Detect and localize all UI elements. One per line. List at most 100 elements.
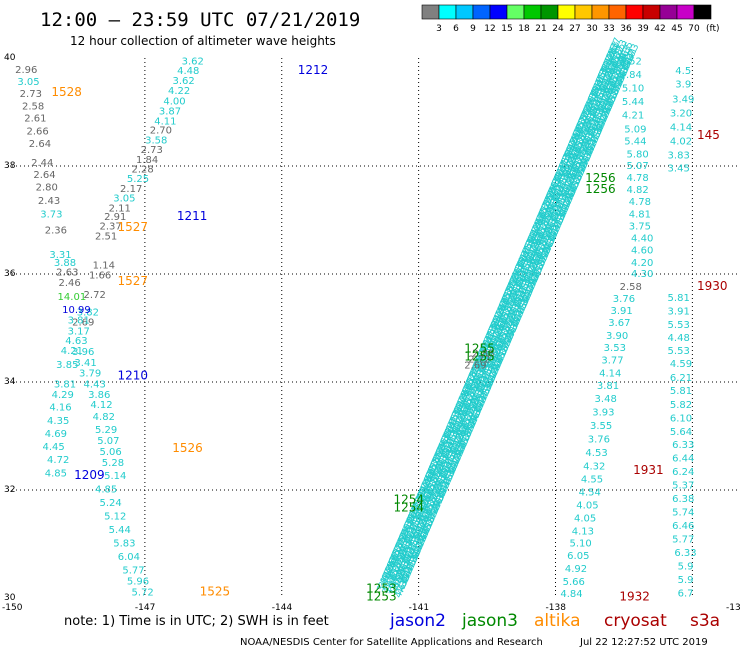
swh-value: 3.81 [54, 379, 76, 390]
swh-value: 5.24 [100, 498, 122, 509]
swh-value: 3.77 [601, 356, 623, 367]
swh-value: 3.67 [608, 318, 630, 329]
swh-value: 4.85 [95, 485, 117, 496]
swh-value: 4.14 [599, 369, 621, 380]
track-time-label: 1527 [118, 274, 149, 288]
lat-tick-label: 36 [4, 269, 16, 279]
legend-swatch [506, 4, 525, 20]
swh-value: 4.60 [631, 245, 653, 256]
dense-track-value: 2.69 [464, 361, 486, 372]
dense-track-value: 2.88 [472, 349, 494, 360]
swh-value: 5.25 [127, 174, 149, 185]
legend-swatch [540, 4, 559, 20]
track-time-label: 1930 [697, 279, 728, 293]
satellite-legend-item: cryosat [604, 611, 667, 631]
swh-value: 5.81 [668, 293, 690, 304]
legend-swatch [659, 4, 678, 20]
swh-value: 4.14 [670, 122, 692, 133]
swh-value: 4.84 [620, 70, 642, 81]
swh-value: 5.77 [122, 566, 144, 577]
swh-value: 2.17 [120, 184, 142, 195]
lat-tick-label: 32 [4, 485, 15, 495]
legend-label: 39 [637, 24, 649, 34]
color-legend: 3 6 9 12 15 18 21 24 27 30 33 36 39 42 45 70 (ft) [421, 4, 720, 34]
swh-value: 3.81 [597, 381, 619, 392]
swh-value: 2.63 [56, 268, 78, 279]
swh-value: 2.70 [150, 126, 172, 137]
swh-value: 5.82 [670, 400, 692, 411]
track-time-label: 1255 [464, 349, 495, 363]
swh-value: 4.30 [631, 269, 653, 280]
swh-value: 2.43 [38, 196, 60, 207]
legend-label: 24 [552, 24, 564, 34]
lon-tick-label: -141 [409, 603, 429, 613]
swh-value: 1.14 [93, 261, 115, 272]
swh-value: 2.46 [58, 278, 80, 289]
swh-value: 1.84 [136, 155, 158, 166]
track-time-label: 1210 [118, 368, 149, 382]
swh-value: 5.28 [102, 458, 124, 469]
legend-label: 6 [453, 24, 459, 34]
satellite-legend-item: jason3 [461, 611, 518, 631]
swh-value: 2.37 [100, 222, 122, 233]
legend-swatch [421, 4, 440, 20]
satellite-tracks: 3.624.483.624.224.003.874.112.703.582.73… [15, 56, 697, 599]
swh-value: 2.58 [620, 282, 642, 293]
legend-label: 70 [688, 24, 700, 34]
swh-value: 5.9 [678, 575, 694, 586]
legend-unit: (ft) [706, 24, 720, 34]
swh-value: 4.12 [90, 400, 112, 411]
lon-tick-label: -147 [135, 603, 155, 613]
lat-lon-grid [8, 58, 738, 598]
dense-track-value: 2.72 [468, 355, 490, 366]
swh-value: 4.85 [45, 469, 67, 480]
legend-swatch [557, 4, 576, 20]
swh-value: 4.92 [565, 564, 587, 575]
track-time-label: 1932 [619, 590, 650, 604]
track-time-label: 1254 [394, 501, 425, 515]
swh-value: 2.28 [131, 164, 153, 175]
swh-value: 6.46 [672, 521, 694, 532]
swh-value: 2.80 [36, 182, 58, 193]
map-subtitle: 12 hour collection of altimeter wave hei… [70, 34, 336, 48]
track-time-label: 1211 [177, 209, 208, 223]
swh-value: 3.62 [182, 56, 204, 67]
swh-value: 3.90 [606, 331, 628, 342]
swh-value: 4.16 [49, 403, 71, 414]
swh-value: 3.91 [611, 306, 633, 317]
swh-value: 5.14 [104, 471, 126, 482]
track-time-label: 1931 [633, 463, 664, 477]
swh-value: 6.21 [670, 373, 692, 384]
track-time-label: 1256 [585, 182, 616, 196]
footer-timestamp: Jul 22 12:27:52 UTC 2019 [579, 637, 708, 648]
swh-value: 14.01 [58, 292, 87, 303]
swh-value: 10.99 [62, 305, 91, 316]
swh-value: 3.87 [159, 107, 181, 118]
swh-value: 6.04 [118, 552, 140, 563]
swh-value: 5.72 [131, 587, 153, 598]
swh-value: 4.82 [93, 412, 115, 423]
swh-value: 5.29 [95, 425, 117, 436]
swh-value: 3.55 [590, 421, 612, 432]
swh-value: 3.85 [56, 360, 78, 371]
legend-label: 42 [654, 24, 665, 34]
track-time-label: 1525 [200, 584, 231, 598]
swh-value: 2.11 [109, 203, 131, 214]
swh-value: 4.63 [65, 336, 87, 347]
swh-value: 4.32 [583, 461, 605, 472]
swh-value: 3.31 [49, 250, 71, 261]
swh-value: 2.64 [33, 170, 55, 181]
swh-value: 2.36 [45, 226, 67, 237]
swh-value: 6.38 [672, 494, 694, 505]
track-time-label: 1209 [74, 468, 105, 482]
swh-value: 4.43 [84, 379, 106, 390]
swh-value: 4.35 [47, 416, 69, 427]
swh-value: 3.48 [595, 394, 617, 405]
swh-value: 2.96 [15, 65, 37, 76]
lon-tick-label: -150 [2, 603, 23, 613]
swh-value: 3.96 [72, 347, 94, 358]
track-time-label: 1256 [585, 171, 616, 185]
swh-value: 3.9 [675, 80, 691, 91]
swh-value: 3.05 [17, 77, 39, 88]
